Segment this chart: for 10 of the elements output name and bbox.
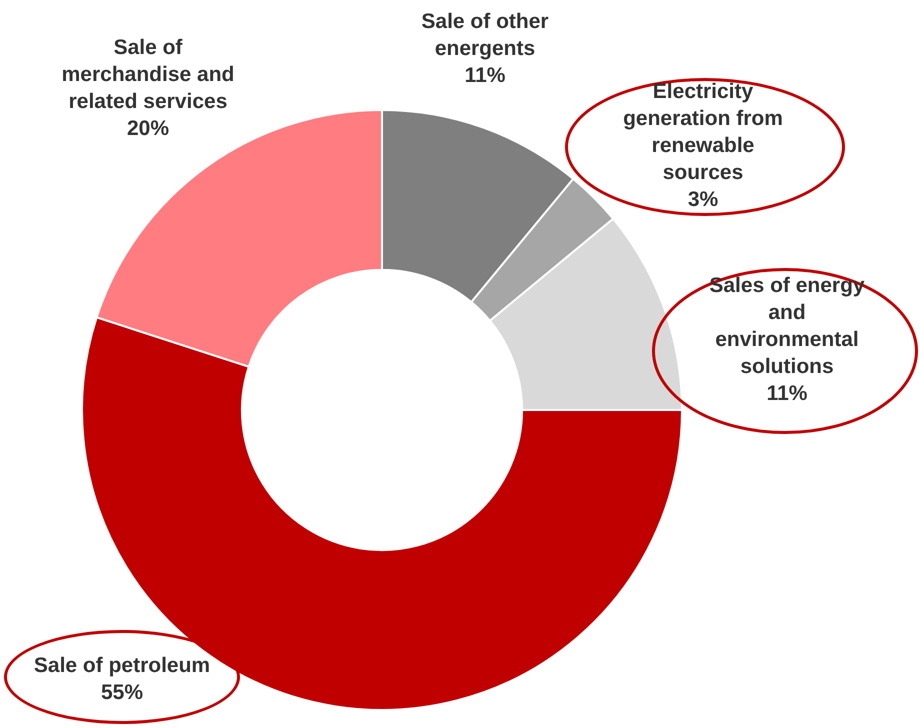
data-label: 3%: [686, 187, 720, 213]
slice-label: Electricity generation from renewable sources: [622, 79, 784, 186]
slice-label: Sale of merchandise and related services: [60, 35, 236, 115]
data-label: 11%: [766, 381, 808, 407]
slice-label: Sales of energy and environmental solutions: [708, 273, 866, 380]
data-label: 55%: [100, 680, 144, 706]
slice-label: Sale of petroleum: [32, 653, 212, 679]
slice-label: Sale of other energents: [420, 9, 550, 62]
data-label: 20%: [126, 116, 170, 142]
data-label: 11%: [464, 63, 506, 89]
